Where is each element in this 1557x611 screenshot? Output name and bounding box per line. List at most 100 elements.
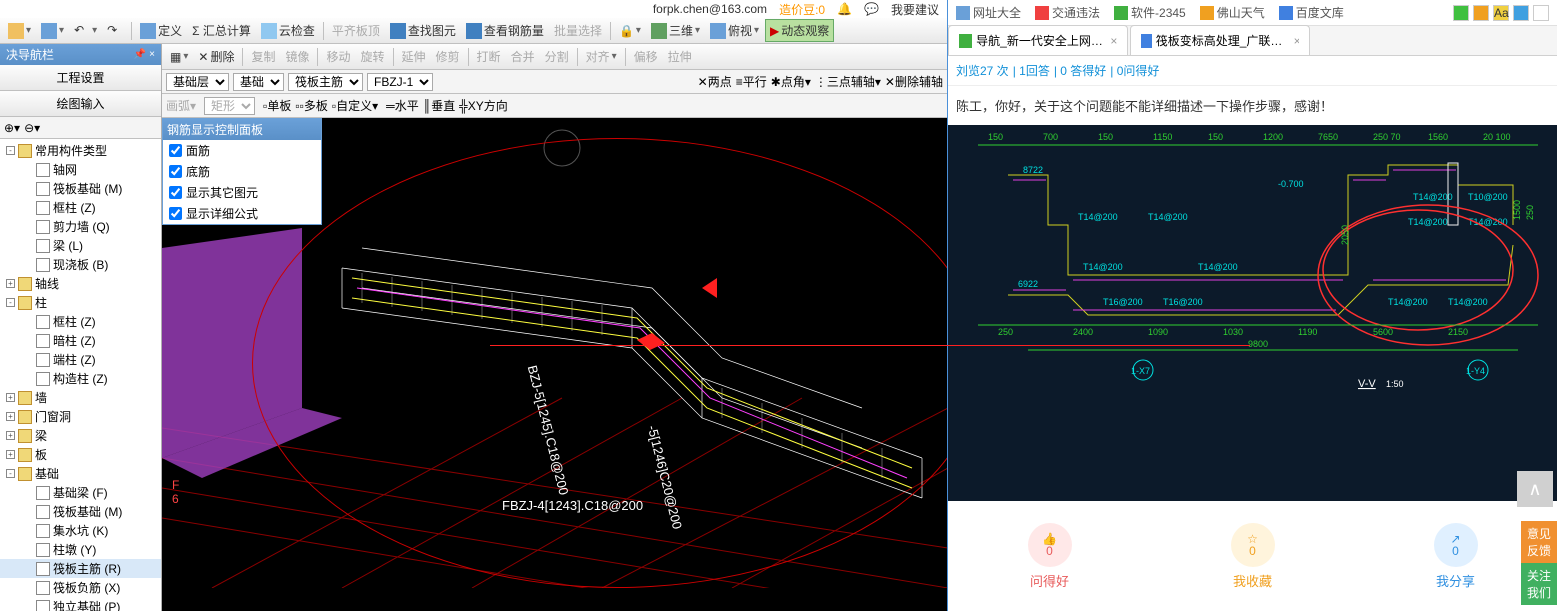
- tree-item[interactable]: 筏板基础 (M): [0, 502, 161, 521]
- svg-text:1-Y4: 1-Y4: [1466, 366, 1485, 376]
- tool-2[interactable]: [1473, 5, 1489, 21]
- view-rebar-button[interactable]: 查看钢筋量: [462, 20, 548, 41]
- tool-4[interactable]: [1533, 5, 1549, 21]
- category-select[interactable]: 基础: [233, 73, 284, 91]
- share-button[interactable]: ↗0 我分享: [1434, 523, 1478, 590]
- horiz-button[interactable]: ═水平: [386, 97, 419, 114]
- multi-board-button[interactable]: ▫▫多板: [295, 97, 328, 114]
- del-aux-button[interactable]: ✕删除辅轴: [885, 73, 943, 90]
- view-button[interactable]: 俯视▾: [706, 20, 763, 41]
- rebar-display-panel[interactable]: 钢筋显示控制面板 面筋底筋显示其它图元显示详细公式: [162, 118, 322, 225]
- bookmark-traffic[interactable]: 交通违法: [1035, 4, 1100, 21]
- tree-item[interactable]: +轴线: [0, 274, 161, 293]
- rebar-option[interactable]: 面筋: [163, 140, 321, 161]
- tree-item[interactable]: 筏板基础 (M): [0, 179, 161, 198]
- define-button[interactable]: 定义: [136, 20, 186, 41]
- type-select[interactable]: 筏板主筋: [288, 73, 363, 91]
- bean-count[interactable]: 造价豆:0: [779, 1, 825, 18]
- tree-item[interactable]: +墙: [0, 388, 161, 407]
- bookmark-wenku[interactable]: 百度文库: [1279, 4, 1344, 21]
- component-tree[interactable]: -常用构件类型轴网筏板基础 (M)框柱 (Z)剪力墙 (Q)梁 (L)现浇板 (…: [0, 139, 161, 611]
- name-select[interactable]: FBZJ-1: [367, 73, 433, 91]
- tree-item[interactable]: 暗柱 (Z): [0, 331, 161, 350]
- 3d-canvas[interactable]: 钢筋显示控制面板 面筋底筋显示其它图元显示详细公式: [162, 118, 947, 611]
- bookmark-nav[interactable]: 网址大全: [956, 4, 1021, 21]
- bad[interactable]: 0问得好: [1117, 64, 1160, 78]
- sum-button[interactable]: Σ 汇总计算: [188, 20, 255, 41]
- tool-aa[interactable]: Aa: [1493, 5, 1509, 21]
- select-button[interactable]: ▦▾: [166, 48, 192, 66]
- tree-item[interactable]: 框柱 (Z): [0, 198, 161, 217]
- tree-item[interactable]: 端柱 (Z): [0, 350, 161, 369]
- feedback-tag[interactable]: 意见 反馈: [1521, 521, 1557, 563]
- open-button[interactable]: ▾: [4, 21, 35, 41]
- tree-item[interactable]: 梁 (L): [0, 236, 161, 255]
- tree-item[interactable]: 框柱 (Z): [0, 312, 161, 331]
- tree-item[interactable]: +门窗洞: [0, 407, 161, 426]
- custom-button[interactable]: ▫自定义▾: [332, 97, 378, 114]
- bookmark-weather[interactable]: 佛山天气: [1200, 4, 1265, 21]
- favorite-button[interactable]: ☆0 我收藏: [1231, 523, 1275, 590]
- tree-item[interactable]: -基础: [0, 464, 161, 483]
- close-icon[interactable]: ×: [1294, 34, 1299, 48]
- chat-icon[interactable]: 💬: [864, 2, 879, 16]
- cloud-check-button[interactable]: 云检查: [257, 20, 319, 41]
- xy-button[interactable]: ╬XY方向: [459, 97, 508, 114]
- svg-text:5600: 5600: [1373, 327, 1393, 337]
- lock-button[interactable]: 🔒▾: [615, 22, 645, 40]
- tool-1[interactable]: [1453, 5, 1469, 21]
- close-icon[interactable]: ×: [1110, 34, 1117, 48]
- single-board-button[interactable]: ▫单板: [263, 97, 291, 114]
- bell-icon[interactable]: 🔔: [837, 2, 852, 16]
- tree-item[interactable]: -常用构件类型: [0, 141, 161, 160]
- delete-button[interactable]: ✕删除: [194, 46, 238, 67]
- suggest-link[interactable]: 我要建议: [891, 1, 939, 18]
- tab-nav[interactable]: 导航_新一代安全上网导航×: [948, 25, 1128, 55]
- follow-tag[interactable]: 关注 我们: [1521, 563, 1557, 605]
- section-drawing[interactable]: 150700150115015012007650250 70156020 100…: [948, 125, 1557, 501]
- vert-button[interactable]: ║垂直: [423, 97, 456, 114]
- tree-item[interactable]: 柱墩 (Y): [0, 540, 161, 559]
- tree-item[interactable]: +梁: [0, 426, 161, 445]
- tree-item[interactable]: 现浇板 (B): [0, 255, 161, 274]
- 3d-button[interactable]: 三维▾: [647, 20, 704, 41]
- tree-item[interactable]: 筏板负筋 (X): [0, 578, 161, 597]
- rebar-option[interactable]: 底筋: [163, 161, 321, 182]
- tree-item[interactable]: 筏板主筋 (R): [0, 559, 161, 578]
- two-point-button[interactable]: ✕两点: [698, 73, 732, 90]
- find-element-button[interactable]: 查找图元: [386, 20, 460, 41]
- bookmark-soft[interactable]: 软件-2345: [1114, 4, 1186, 21]
- tree-item[interactable]: 剪力墙 (Q): [0, 217, 161, 236]
- useful[interactable]: 0 答得好: [1060, 64, 1106, 78]
- pin-icon[interactable]: 📌 ×: [134, 49, 155, 60]
- tab-raft[interactable]: 筏板变标高处理_广联达服务新干×: [1130, 25, 1310, 55]
- tree-item[interactable]: -柱: [0, 293, 161, 312]
- project-settings-button[interactable]: 工程设置: [0, 65, 161, 91]
- rebar-option[interactable]: 显示详细公式: [163, 203, 321, 224]
- svg-text:6922: 6922: [1018, 279, 1038, 289]
- tree-item[interactable]: 轴网: [0, 160, 161, 179]
- ask-good-button[interactable]: 👍0 问得好: [1028, 523, 1072, 590]
- tree-item[interactable]: 集水坑 (K): [0, 521, 161, 540]
- replies[interactable]: 1回答: [1019, 64, 1050, 78]
- redo-button[interactable]: ↷: [103, 21, 127, 41]
- collapse-icon[interactable]: ⊖▾: [24, 121, 40, 135]
- rebar-option[interactable]: 显示其它图元: [163, 182, 321, 203]
- svg-text:2400: 2400: [1073, 327, 1093, 337]
- tree-item[interactable]: 构造柱 (Z): [0, 369, 161, 388]
- draw-input-button[interactable]: 绘图输入: [0, 91, 161, 117]
- scroll-top-button[interactable]: ∧: [1517, 471, 1553, 507]
- parallel-button[interactable]: ≡平行: [736, 73, 767, 90]
- tree-item[interactable]: +板: [0, 445, 161, 464]
- svg-text:T16@200: T16@200: [1103, 297, 1143, 307]
- expand-icon[interactable]: ⊕▾: [4, 121, 20, 135]
- save-button[interactable]: ▾: [37, 21, 68, 41]
- tool-3[interactable]: [1513, 5, 1529, 21]
- point-angle-button[interactable]: ✱点角▾: [771, 73, 811, 90]
- undo-button[interactable]: ↶▾: [70, 21, 101, 41]
- tree-item[interactable]: 基础梁 (F): [0, 483, 161, 502]
- three-aux-button[interactable]: ⋮三点辅轴▾: [815, 73, 881, 90]
- dynamic-view-button[interactable]: ▶动态观察: [765, 19, 834, 42]
- layer-select[interactable]: 基础层: [166, 73, 229, 91]
- tree-item[interactable]: 独立基础 (P): [0, 597, 161, 611]
